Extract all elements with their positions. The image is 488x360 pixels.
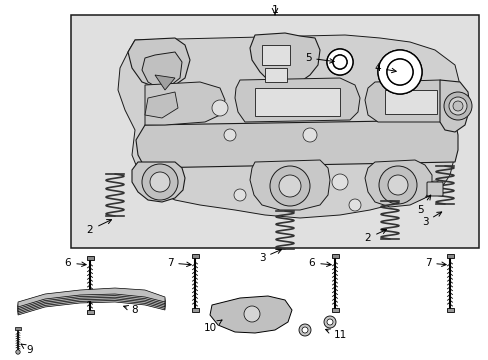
- Circle shape: [387, 175, 407, 195]
- Polygon shape: [18, 289, 164, 309]
- Polygon shape: [18, 291, 164, 310]
- Polygon shape: [439, 80, 469, 132]
- Text: 9: 9: [21, 344, 33, 355]
- Polygon shape: [209, 296, 291, 333]
- Bar: [384, 90, 436, 114]
- Text: 7: 7: [424, 258, 445, 268]
- Text: 5: 5: [416, 195, 430, 215]
- Polygon shape: [18, 288, 164, 307]
- Circle shape: [224, 129, 236, 141]
- Polygon shape: [18, 294, 164, 314]
- Text: 4: 4: [374, 63, 395, 73]
- Text: 6: 6: [64, 258, 86, 268]
- Circle shape: [326, 49, 352, 75]
- Text: 8: 8: [123, 305, 138, 315]
- Text: 3: 3: [421, 212, 441, 227]
- Circle shape: [378, 166, 416, 204]
- Circle shape: [386, 59, 412, 85]
- Circle shape: [142, 164, 178, 200]
- Polygon shape: [132, 162, 184, 202]
- Polygon shape: [235, 78, 359, 122]
- Bar: [262, 45, 289, 65]
- Circle shape: [234, 189, 245, 201]
- Bar: [331, 254, 338, 258]
- Circle shape: [269, 166, 309, 206]
- Bar: [15, 327, 21, 330]
- Circle shape: [452, 101, 462, 111]
- Text: 3: 3: [258, 249, 281, 263]
- Polygon shape: [18, 293, 164, 312]
- Text: 1: 1: [271, 5, 278, 15]
- Circle shape: [443, 92, 471, 120]
- FancyBboxPatch shape: [86, 310, 93, 314]
- Circle shape: [326, 319, 332, 325]
- Circle shape: [302, 327, 307, 333]
- Bar: [71, 15, 478, 248]
- Polygon shape: [136, 120, 457, 168]
- Circle shape: [377, 50, 421, 94]
- Polygon shape: [249, 160, 329, 210]
- Bar: [191, 254, 198, 258]
- FancyBboxPatch shape: [446, 308, 452, 312]
- Circle shape: [332, 55, 346, 69]
- Text: 5: 5: [304, 53, 333, 63]
- Circle shape: [448, 97, 466, 115]
- Polygon shape: [128, 38, 190, 88]
- Circle shape: [377, 50, 421, 94]
- Bar: [264, 68, 286, 82]
- Polygon shape: [145, 92, 178, 118]
- Polygon shape: [249, 33, 319, 85]
- Circle shape: [244, 306, 260, 322]
- Circle shape: [298, 324, 310, 336]
- Circle shape: [386, 59, 412, 85]
- Polygon shape: [364, 80, 457, 122]
- Text: 2: 2: [364, 229, 386, 243]
- Circle shape: [348, 199, 360, 211]
- Bar: [446, 254, 452, 258]
- Bar: [86, 256, 93, 260]
- Text: 10: 10: [203, 320, 222, 333]
- Text: 2: 2: [86, 220, 111, 235]
- Polygon shape: [364, 160, 431, 207]
- Circle shape: [332, 55, 346, 69]
- Circle shape: [16, 350, 20, 354]
- Circle shape: [279, 175, 301, 197]
- Text: 11: 11: [325, 329, 346, 340]
- Circle shape: [331, 174, 347, 190]
- Polygon shape: [118, 35, 459, 218]
- Circle shape: [212, 100, 227, 116]
- FancyBboxPatch shape: [426, 182, 442, 196]
- Circle shape: [427, 181, 441, 195]
- Circle shape: [150, 172, 170, 192]
- Text: 6: 6: [308, 258, 330, 268]
- Text: 7: 7: [166, 258, 191, 268]
- Polygon shape: [155, 75, 175, 90]
- Polygon shape: [142, 52, 182, 88]
- Polygon shape: [18, 296, 164, 315]
- FancyBboxPatch shape: [191, 308, 198, 312]
- Bar: [254, 88, 339, 116]
- FancyBboxPatch shape: [331, 308, 338, 312]
- Circle shape: [326, 49, 352, 75]
- Circle shape: [303, 128, 316, 142]
- Circle shape: [324, 316, 335, 328]
- Polygon shape: [145, 82, 224, 125]
